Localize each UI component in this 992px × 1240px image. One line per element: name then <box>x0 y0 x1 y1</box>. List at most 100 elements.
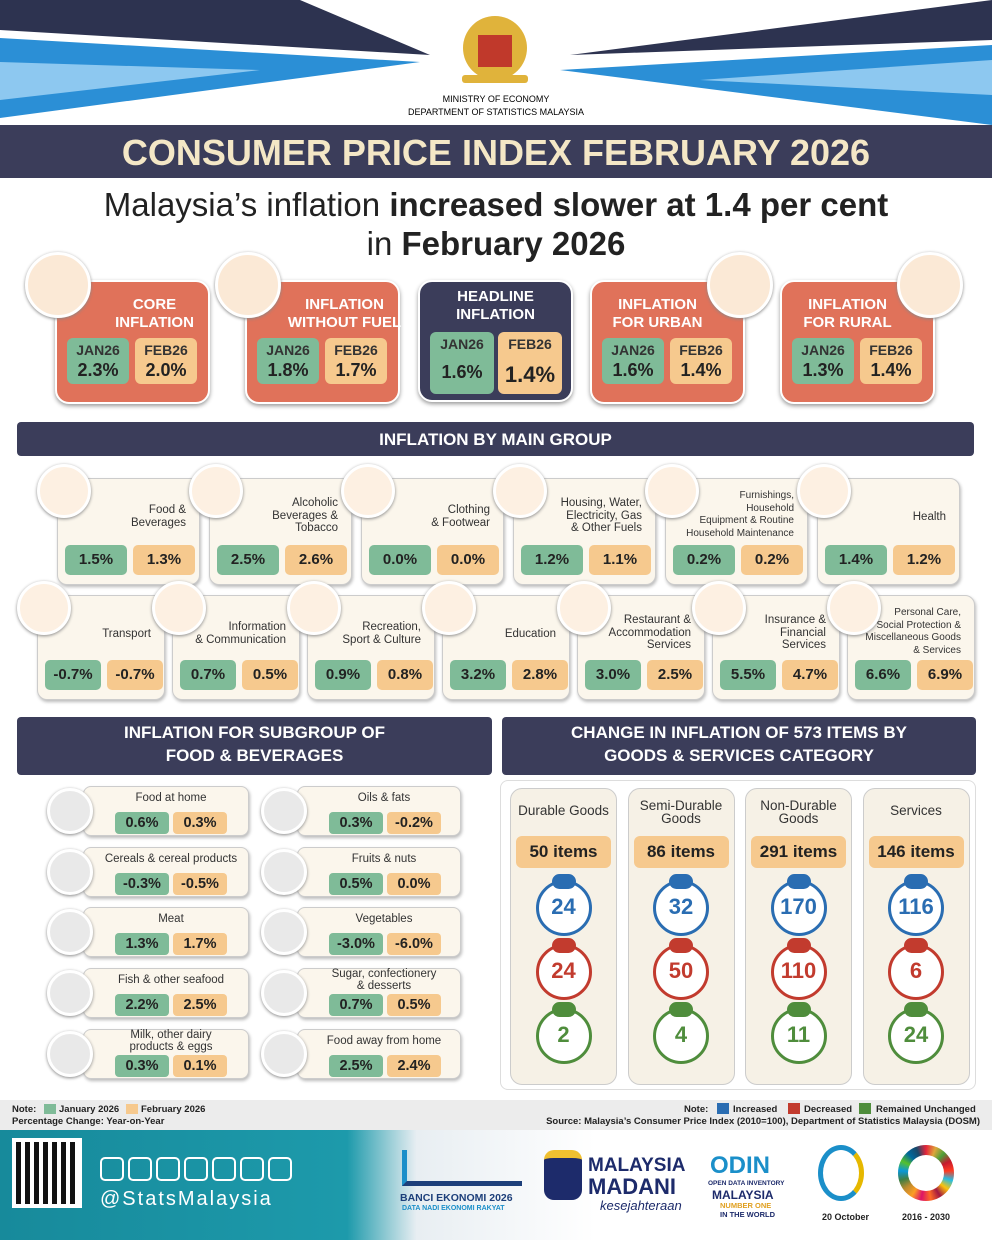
subgroup-label: Milk, other dairy <box>130 1028 212 1041</box>
headline-text: Malaysia’s inflation <box>103 186 390 223</box>
count: 6 <box>909 958 923 983</box>
legend-decreased: Decreased <box>804 1104 853 1115</box>
group-value: 1.5% <box>65 545 127 575</box>
social-icon <box>128 1157 152 1181</box>
count: 24 <box>903 1022 929 1047</box>
group-label: Social Protection & <box>876 619 962 631</box>
social-handle: @StatsMalaysia <box>100 1188 273 1210</box>
subgroup-label: Vegetables <box>355 913 413 926</box>
subgroup-label: Cereals & cereal products <box>104 852 238 865</box>
headline-emphasis: increased slower at 1.4 per cent <box>389 186 889 223</box>
status-icon <box>786 1002 811 1017</box>
group-label: Personal Care, <box>894 607 961 618</box>
icon <box>215 252 281 318</box>
madani-mark <box>544 1150 582 1200</box>
section-title: INFLATION BY MAIN GROUP <box>379 430 612 449</box>
value: 1.4% <box>504 362 556 387</box>
count: 170 <box>780 894 817 919</box>
count-circle <box>653 1008 709 1064</box>
count: 4 <box>674 1022 688 1047</box>
value: 1.7% <box>335 360 377 380</box>
count-circle <box>888 944 944 1000</box>
note: Note: <box>12 1104 37 1115</box>
card-title: HEADLINE <box>457 288 534 305</box>
value: 1.6% <box>612 360 654 380</box>
group-value: 2.8% <box>512 660 568 690</box>
icon <box>261 909 307 956</box>
subgroup-value: 0.3% <box>115 1054 169 1077</box>
group-value: 2.6% <box>285 545 347 575</box>
subgroup-value: 2.4% <box>387 1054 441 1077</box>
icon <box>261 1030 307 1077</box>
group-label: Accommodation <box>608 626 691 639</box>
count: 110 <box>780 958 817 983</box>
qr-code <box>12 1138 82 1208</box>
icon <box>261 848 307 895</box>
sdg-center <box>908 1155 944 1191</box>
section-title: INFLATION FOR SUBGROUP OF <box>124 723 385 742</box>
value-label: FEB26 <box>144 342 188 358</box>
banci-mark <box>402 1150 522 1186</box>
group-label: Tobacco <box>295 522 338 534</box>
status-icon <box>669 874 693 889</box>
banci-tagline: DATA NADI EKONOMI RAKYAT <box>402 1205 505 1212</box>
card-title: FOR URBAN <box>612 314 703 331</box>
icon <box>645 464 699 518</box>
group-label: & Communication <box>195 633 286 646</box>
category-name: Durable Goods <box>518 803 609 818</box>
value-box <box>257 338 319 384</box>
group-label: Miscellaneous Goods <box>865 632 961 643</box>
group-value: 0.9% <box>315 660 371 690</box>
section-title: FOOD & BEVERAGES <box>165 746 344 765</box>
count: 11 <box>786 1022 811 1047</box>
group-label: Beverages & <box>272 509 338 522</box>
subgroup-value: -0.5% <box>173 872 227 895</box>
ministry: MINISTRY OF ECONOMY <box>442 94 550 104</box>
social-icon <box>184 1157 208 1181</box>
value-label: FEB26 <box>508 336 552 352</box>
value: 1.6% <box>441 362 483 382</box>
icon <box>37 464 91 518</box>
value-box <box>430 332 494 394</box>
odin-1: ODIN <box>710 1152 770 1179</box>
group-label: Furnishings, <box>739 490 794 501</box>
group-label: Housing, Water, <box>560 497 642 509</box>
section-bar <box>502 717 976 775</box>
value-box <box>135 338 197 384</box>
value-label: JAN26 <box>801 342 845 358</box>
social-icon <box>156 1157 180 1181</box>
icon <box>827 581 881 635</box>
group-value: 1.1% <box>589 545 651 575</box>
group-label: Household <box>746 502 794 514</box>
subgroup-label: Fruits & nuts <box>351 852 417 865</box>
odin-2: OPEN DATA INVENTORY <box>708 1180 785 1187</box>
group-label: & Other Fuels <box>571 522 642 534</box>
card-title: INFLATION <box>808 296 887 313</box>
subgroup-value: 0.1% <box>173 1054 227 1077</box>
group-label: Recreation, <box>362 621 421 633</box>
subgroup-value: 2.5% <box>329 1054 383 1077</box>
subgroup-label: & desserts <box>356 980 412 993</box>
count-circle <box>653 880 709 936</box>
swatch <box>44 1104 56 1114</box>
subgroup-label: Meat <box>158 913 184 926</box>
department: DEPARTMENT OF STATISTICS MALAYSIA <box>407 107 585 117</box>
icon <box>897 252 963 318</box>
subgroup-label: products & eggs <box>129 1040 213 1053</box>
top-banner <box>0 0 992 125</box>
subgroup-value: 0.3% <box>329 812 383 834</box>
stats-day-mark <box>818 1145 864 1201</box>
group-value: -0.7% <box>107 660 163 690</box>
value-label: FEB26 <box>869 342 913 358</box>
icon <box>557 581 611 635</box>
value: 2.0% <box>145 360 187 380</box>
value: 2.3% <box>77 360 119 380</box>
status-icon <box>551 938 576 953</box>
headline-2: in February 2026 <box>0 225 992 263</box>
subgroup-value: -6.0% <box>387 933 441 956</box>
group-value: 1.3% <box>133 545 195 575</box>
count-circle <box>535 1008 592 1064</box>
group-label: & Services <box>913 644 961 656</box>
section-bar <box>17 717 492 775</box>
social-icon <box>268 1157 292 1181</box>
